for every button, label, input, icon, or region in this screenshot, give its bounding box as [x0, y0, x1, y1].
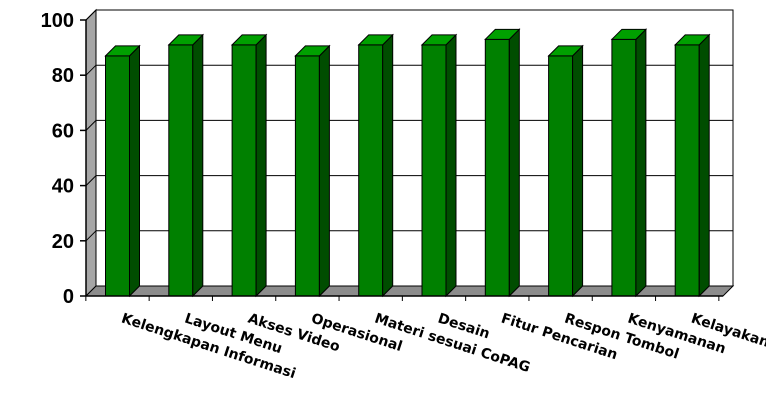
bar-top	[357, 34, 394, 46]
bar-side	[445, 33, 457, 298]
bar	[547, 44, 584, 298]
bar	[484, 28, 521, 298]
bar-top	[673, 34, 711, 46]
bar-side	[572, 44, 584, 298]
y-tick-label: 0	[63, 286, 74, 308]
bar-front	[548, 55, 574, 297]
y-tick-label: 40	[52, 176, 74, 198]
y-axis-ticks: 0 20 40 60 80 100	[41, 10, 720, 308]
gridline-side	[85, 120, 97, 131]
bar-side	[129, 44, 140, 298]
gridline-side	[85, 64, 97, 76]
y-tick-label: 100	[41, 10, 74, 32]
bar-front	[231, 44, 257, 297]
bar-top	[167, 34, 205, 46]
gridline-side	[85, 230, 97, 242]
side-wall	[85, 8, 97, 298]
axis-lines	[85, 20, 723, 297]
bar-side	[318, 44, 330, 298]
bar-side	[698, 33, 710, 298]
bar-side	[508, 28, 520, 298]
bar-front	[484, 38, 510, 297]
bar	[610, 28, 648, 298]
bar-front	[611, 38, 637, 297]
bar	[230, 33, 268, 298]
bar	[357, 33, 394, 298]
bar	[294, 44, 331, 298]
bar-front	[168, 44, 194, 297]
y-tick-label: 20	[52, 231, 74, 253]
bar-series	[104, 28, 711, 298]
y-tick-label: 60	[52, 120, 74, 142]
bar-side	[255, 33, 267, 298]
bar	[673, 33, 711, 298]
bar	[420, 33, 458, 298]
bar-top	[294, 45, 331, 57]
bar	[104, 44, 141, 298]
bar-side	[635, 28, 647, 298]
gridline-side	[85, 175, 97, 186]
bar-top	[547, 45, 584, 57]
bar-side	[382, 33, 394, 298]
bar-side	[192, 33, 204, 298]
bar-front	[674, 44, 700, 297]
bar-front	[294, 55, 320, 297]
bar-top	[104, 45, 141, 57]
bar	[167, 33, 205, 298]
bar-top	[610, 28, 648, 40]
bar-front	[358, 44, 384, 297]
bar-top	[420, 34, 458, 46]
bar-front	[105, 55, 130, 297]
gridline-side	[85, 9, 97, 21]
bar-front	[421, 44, 447, 297]
bar-top	[230, 34, 268, 46]
bar-top	[484, 28, 521, 40]
y-tick-label: 80	[52, 65, 74, 87]
